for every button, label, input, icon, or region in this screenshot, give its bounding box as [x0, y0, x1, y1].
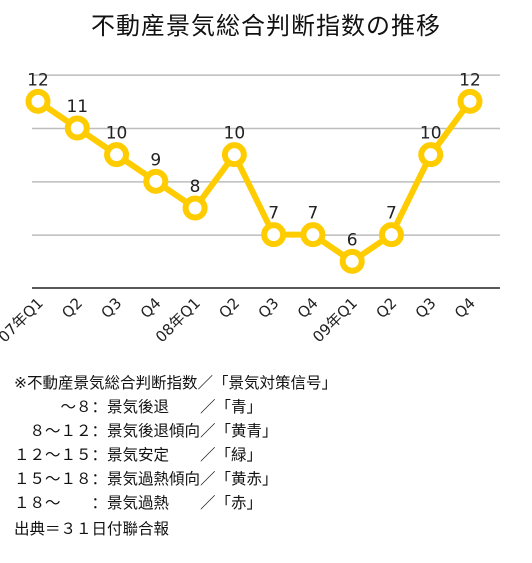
note-line-6: １８～ ：景気過熱 ／「赤」 [14, 494, 263, 512]
data-point [457, 88, 483, 114]
x-tick-label: Q4 [451, 294, 479, 322]
x-tick-label: Q3 [255, 294, 283, 322]
data-label: 12 [27, 70, 49, 90]
note-line-5: １５～１８：景気過熱傾向／「黄赤」 [14, 470, 278, 488]
data-point [418, 142, 444, 168]
data-label: 7 [307, 204, 318, 224]
x-tick-label: Q4 [137, 294, 165, 322]
data-point [104, 142, 130, 168]
data-label: 12 [459, 70, 481, 90]
chart-title: 不動産景気総合判断指数の推移 [91, 12, 441, 40]
data-label: 7 [268, 204, 279, 224]
x-tick-label: Q3 [412, 294, 440, 322]
x-tick-label: 09年Q1 [309, 294, 361, 346]
x-tick-label: Q2 [372, 294, 400, 322]
data-point [143, 168, 169, 194]
note-line-3: ８～１２：景気後退傾向／「黄青」 [14, 422, 278, 440]
data-label: 8 [190, 177, 201, 197]
note-line-1: ※不動産景気総合判断指数／「景気対策信号」 [14, 374, 337, 392]
data-point [221, 142, 247, 168]
x-tick-label: Q2 [215, 294, 243, 322]
data-label: 6 [347, 230, 358, 250]
note-line-2: ～８：景気後退 ／「青」 [14, 398, 263, 416]
data-label: 11 [66, 97, 88, 117]
data-point [339, 248, 365, 274]
data-point [64, 115, 90, 141]
data-label: 7 [386, 204, 397, 224]
data-point [261, 222, 287, 248]
data-label: 10 [420, 124, 442, 144]
data-point [25, 88, 51, 114]
data-label: 9 [150, 150, 161, 170]
data-label: 10 [106, 124, 128, 144]
x-tick-label: Q4 [294, 294, 322, 322]
data-point [300, 222, 326, 248]
note-line-4: １２～１５：景気安定 ／「緑」 [14, 446, 263, 464]
data-point [182, 195, 208, 221]
x-tick-label: 07年Q1 [0, 294, 47, 346]
data-point [378, 222, 404, 248]
x-tick-label: Q3 [98, 294, 126, 322]
data-label: 10 [224, 124, 246, 144]
x-tick-label: Q2 [58, 294, 86, 322]
source-note: 出典＝３１日付聯合報 [14, 520, 170, 538]
x-tick-label: 08年Q1 [152, 294, 204, 346]
